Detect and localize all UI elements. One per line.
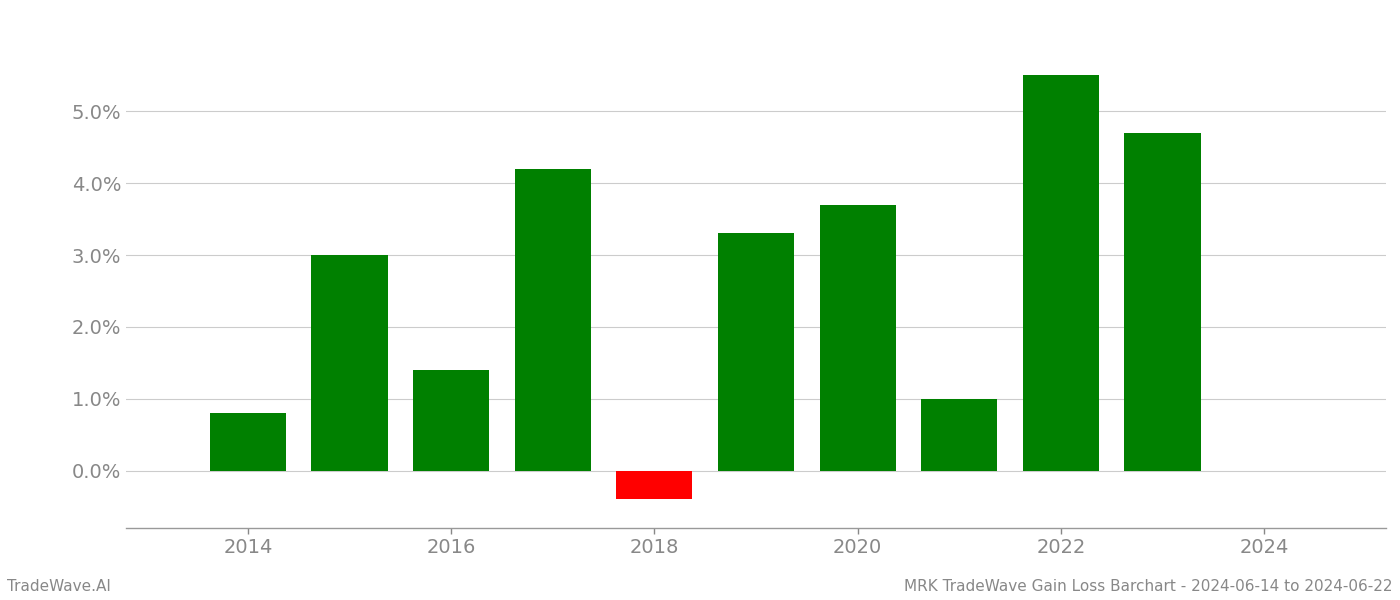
- Bar: [616, 470, 693, 499]
- Bar: [1124, 133, 1201, 470]
- Text: MRK TradeWave Gain Loss Barchart - 2024-06-14 to 2024-06-22: MRK TradeWave Gain Loss Barchart - 2024-…: [904, 579, 1393, 594]
- Bar: [718, 233, 794, 470]
- Text: TradeWave.AI: TradeWave.AI: [7, 579, 111, 594]
- Bar: [210, 413, 286, 470]
- Bar: [413, 370, 489, 470]
- Bar: [819, 205, 896, 470]
- Bar: [1023, 76, 1099, 470]
- Bar: [515, 169, 591, 470]
- Bar: [921, 399, 997, 470]
- Bar: [311, 255, 388, 470]
